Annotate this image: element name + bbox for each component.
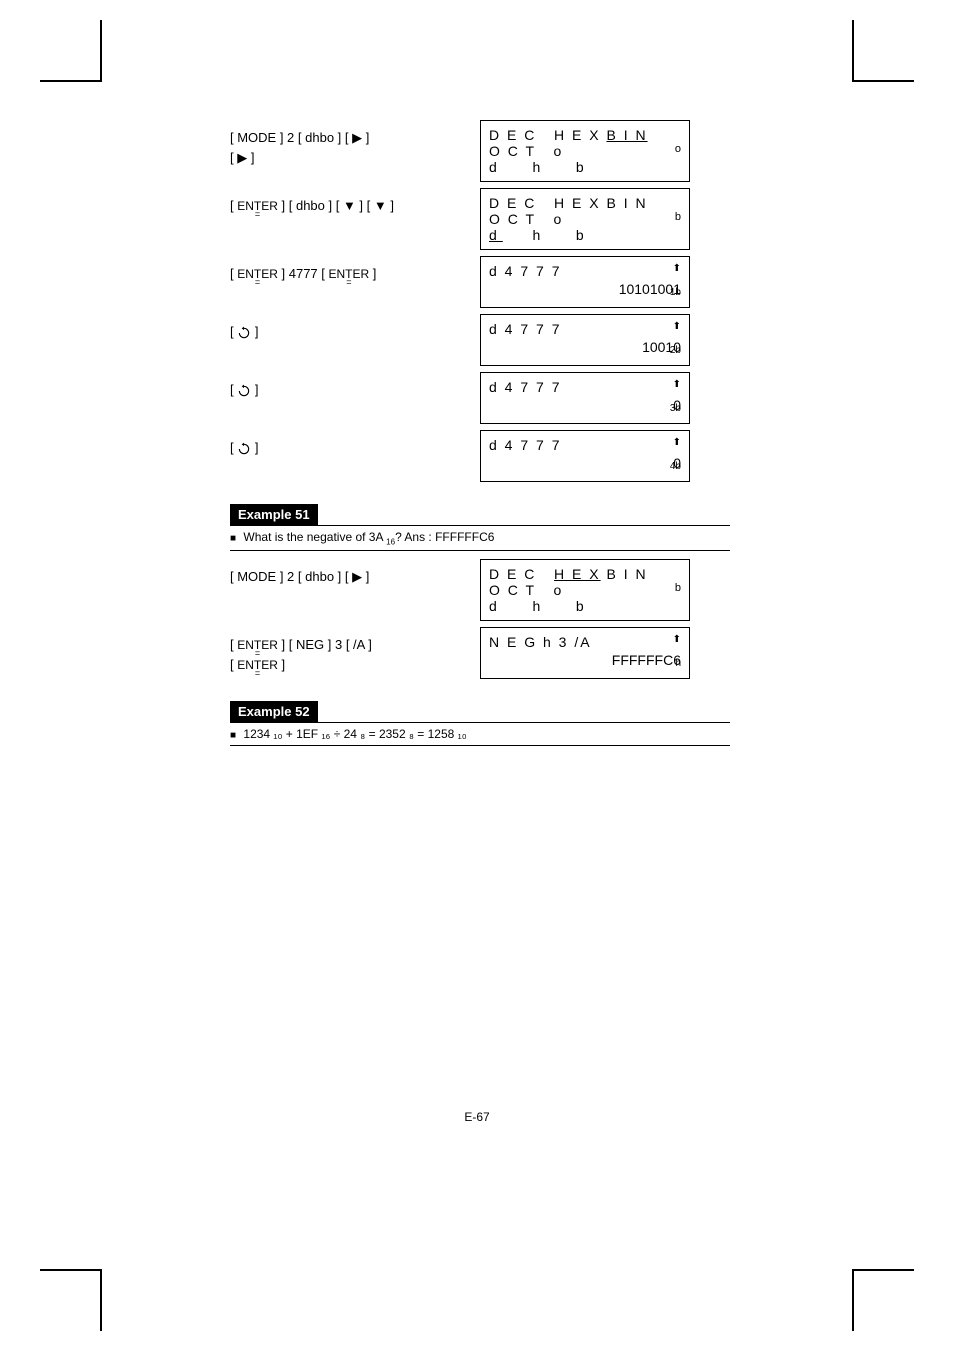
- lcd-text: d h b: [489, 159, 681, 175]
- lcd-display: N E G h 3 /A ⬆ h FFFFFFC6: [480, 627, 690, 679]
- step-row: [ ] d 4 7 7 7 ⬆ 3b 0: [230, 372, 730, 424]
- block-indicator: 4b: [670, 461, 681, 472]
- key-sequence: [ ENTER= ] 4777 [ ENTER= ]: [230, 256, 480, 284]
- mode-indicator: b: [675, 211, 681, 223]
- example-title: Example 51: [230, 504, 318, 525]
- question-text: ? Ans : FFFFFFC6: [395, 530, 494, 544]
- step-row: [ ] d 4 7 7 7 ⬆ 4b 0: [230, 430, 730, 482]
- lcd-entry: d 4 7 7 7: [489, 437, 681, 453]
- key-sequence: [ ENTER= ] [ NEG ] 3 [ /A ][ ENTER= ]: [230, 627, 480, 674]
- up-arrow-icon: ⬆: [673, 379, 681, 390]
- cropmark: [854, 80, 914, 82]
- lcd-display: d 4 7 7 7 ⬆ 4b 0: [480, 430, 690, 482]
- step-row: [ MODE ] 2 [ dhbo ] [ ▶ ] D E C H E X B …: [230, 559, 730, 621]
- lcd-text: O C T o: [489, 582, 681, 598]
- bullet-icon: ■: [230, 533, 236, 544]
- cropmark: [852, 20, 854, 82]
- lcd-text: O C T o: [489, 211, 681, 227]
- question-text: What is the negative of 3A: [243, 530, 386, 544]
- lcd-text: H E X: [554, 566, 601, 582]
- block-indicator: 2b: [670, 345, 681, 356]
- cropmark: [100, 20, 102, 82]
- key-sequence: [ ]: [230, 430, 480, 458]
- lcd-result: FFFFFFC6: [489, 652, 681, 668]
- lcd-text: B I N: [606, 127, 647, 143]
- lcd-display: D E C H E X B I N O C T o d h b b: [480, 559, 690, 621]
- bullet-icon: ■: [230, 730, 236, 741]
- key-sequence: [ MODE ] 2 [ dhbo ] [ ▶ ]: [230, 559, 480, 587]
- lcd-entry: d 4 7 7 7: [489, 263, 681, 279]
- example-question: ■ 1234 ₁₀ + 1EF ₁₆ ÷ 24 ₈ = 2352 ₈ = 125…: [230, 723, 730, 746]
- lcd-result: 0: [489, 397, 681, 413]
- mode-indicator: o: [675, 143, 681, 155]
- key-sequence: [ ENTER= ] [ dhbo ] [ ▼ ] [ ▼ ]: [230, 188, 480, 216]
- block-indicator: h: [675, 658, 681, 669]
- lcd-entry: d 4 7 7 7: [489, 321, 681, 337]
- mode-indicator: b: [675, 582, 681, 594]
- cropmark: [40, 1269, 100, 1271]
- lcd-text: O C T o: [489, 143, 681, 159]
- lcd-result: 10010: [489, 339, 681, 355]
- lcd-text: B I N: [601, 566, 648, 582]
- example-title: Example 52: [230, 701, 318, 722]
- example-section: Example 51 ■ What is the negative of 3A …: [230, 488, 730, 679]
- cropmark: [100, 1269, 102, 1331]
- step-row: [ ENTER= ] [ NEG ] 3 [ /A ][ ENTER= ] N …: [230, 627, 730, 679]
- page-number: E-67: [0, 1110, 954, 1124]
- lcd-display: d 4 7 7 7 ⬆ 2b 10010: [480, 314, 690, 366]
- up-arrow-icon: ⬆: [673, 263, 681, 274]
- lcd-text: D E C H E X: [489, 127, 606, 143]
- lcd-display: d 4 7 7 7 ⬆ 3b 0: [480, 372, 690, 424]
- example-section: Example 52 ■ 1234 ₁₀ + 1EF ₁₆ ÷ 24 ₈ = 2…: [230, 685, 730, 746]
- subscript: 16: [386, 537, 395, 546]
- key-sequence: [ ]: [230, 372, 480, 400]
- cropmark: [852, 1269, 854, 1331]
- up-arrow-icon: ⬆: [673, 634, 681, 645]
- lcd-display: D E C H E X B I N O C T o d h b o: [480, 120, 690, 182]
- lcd-display: D E C H E X B I N O C T o d h b b: [480, 188, 690, 250]
- lcd-text: D E C: [489, 566, 554, 582]
- key-sequence: [ MODE ] 2 [ dhbo ] [ ▶ ][ ▶ ]: [230, 120, 480, 167]
- key-sequence: [ ]: [230, 314, 480, 342]
- page-content: [ MODE ] 2 [ dhbo ] [ ▶ ][ ▶ ] D E C H E…: [230, 120, 730, 754]
- example-question: ■ What is the negative of 3A 16? Ans : F…: [230, 526, 730, 551]
- cropmark: [854, 1269, 914, 1271]
- lcd-result: 0: [489, 455, 681, 471]
- step-row: [ MODE ] 2 [ dhbo ] [ ▶ ][ ▶ ] D E C H E…: [230, 120, 730, 182]
- lcd-result: 10101001: [489, 281, 681, 297]
- lcd-entry: N E G h 3 /A: [489, 634, 681, 650]
- step-row: [ ] d 4 7 7 7 ⬆ 2b 10010: [230, 314, 730, 366]
- lcd-text: h b: [503, 227, 590, 243]
- lcd-entry: d 4 7 7 7: [489, 379, 681, 395]
- cropmark: [40, 80, 100, 82]
- lcd-text: d h b: [489, 598, 681, 614]
- block-indicator: 3b: [670, 403, 681, 414]
- step-row: [ ENTER= ] [ dhbo ] [ ▼ ] [ ▼ ] D E C H …: [230, 188, 730, 250]
- block-indicator: 1b: [670, 287, 681, 298]
- equation eq-text: 1234 ₁₀ + 1EF ₁₆ ÷ 24 ₈ = 2352 ₈ = 1258 …: [243, 727, 466, 741]
- up-arrow-icon: ⬆: [673, 437, 681, 448]
- step-row: [ ENTER= ] 4777 [ ENTER= ] d 4 7 7 7 ⬆ 1…: [230, 256, 730, 308]
- lcd-text: D E C H E X B I N: [489, 195, 681, 211]
- lcd-display: d 4 7 7 7 ⬆ 1b 10101001: [480, 256, 690, 308]
- up-arrow-icon: ⬆: [673, 321, 681, 332]
- lcd-text: d: [489, 227, 503, 243]
